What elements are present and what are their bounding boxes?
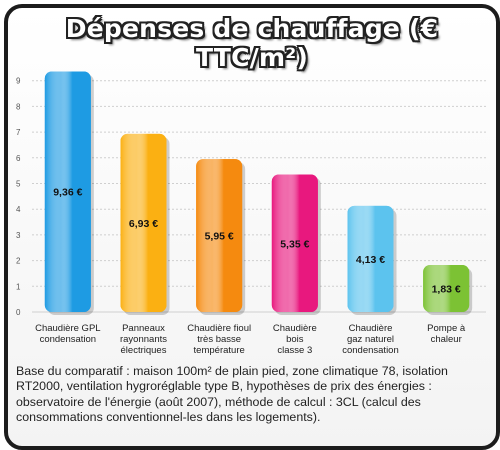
bar-gloss <box>347 205 394 312</box>
category-label: bois <box>286 334 304 345</box>
bar-gloss <box>120 133 167 312</box>
category-label: classe 3 <box>277 345 312 356</box>
value-label: 5,35 € <box>280 238 309 250</box>
category-label: chaleur <box>431 334 462 345</box>
category-label: Chaudière <box>273 323 317 334</box>
value-label: 6,93 € <box>129 218 158 230</box>
y-tick-label: 6 <box>16 154 21 163</box>
y-tick-label: 9 <box>16 77 21 86</box>
y-tick-label: 2 <box>16 257 21 266</box>
category-label: Chaudière GPL <box>35 323 100 334</box>
chart-title: Dépenses de chauffage (€ TTC/m²) <box>65 14 439 72</box>
category-label: rayonnants <box>120 334 167 345</box>
y-tick-label: 1 <box>16 282 21 291</box>
chart-frame: Dépenses de chauffage (€ TTC/m²) 0 1 2 3 4 5 6… <box>4 4 500 450</box>
bar-gloss <box>423 264 470 312</box>
y-tick-label: 4 <box>16 205 21 214</box>
value-label: 5,95 € <box>205 231 234 243</box>
y-tick-label: 5 <box>16 180 21 189</box>
y-tick-label: 0 <box>16 308 21 317</box>
category-label: Chaudière fioul <box>187 323 251 334</box>
value-label: 1,83 € <box>432 283 461 295</box>
bar-gloss <box>44 71 91 312</box>
category-label: très basse <box>197 334 241 345</box>
category-label: Chaudière <box>349 323 393 334</box>
basis-note: Base du comparatif : maison 100m² de pla… <box>16 364 448 425</box>
bar-gloss <box>196 159 243 312</box>
category-label: électriques <box>121 345 167 356</box>
category-label: Pompe à <box>427 323 466 334</box>
bar-gloss <box>271 174 318 312</box>
category-label: Panneaux <box>122 323 165 334</box>
y-tick-label: 7 <box>16 128 21 137</box>
y-tick-label: 8 <box>16 102 21 111</box>
category-label: condensation <box>342 345 399 356</box>
category-label: température <box>194 345 245 356</box>
category-label: condensation <box>40 334 97 345</box>
value-label: 9,36 € <box>53 187 82 199</box>
y-tick-label: 3 <box>16 231 21 240</box>
bar-chart: 0 1 2 3 4 5 6 7 8 9 9,36 € 6,93 € 5,95 € 5,35 € 4,13 … <box>16 71 486 356</box>
value-label: 4,13 € <box>356 254 385 266</box>
category-label: gaz naturel <box>347 334 394 345</box>
